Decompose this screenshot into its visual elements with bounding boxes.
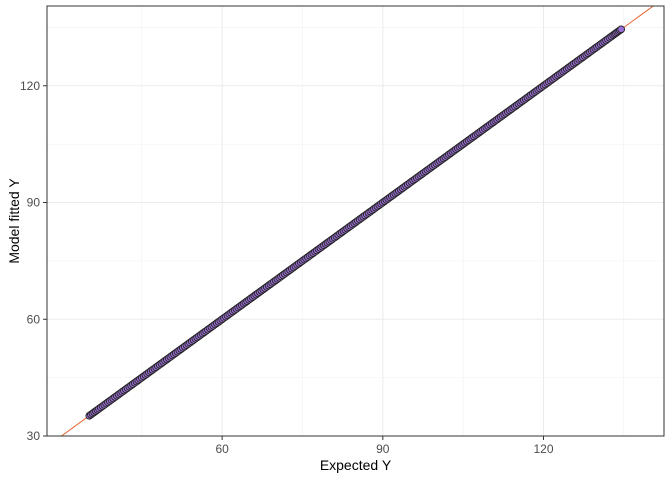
data-point: [617, 25, 626, 34]
y-tick-labels: 30 60 90 120: [20, 79, 40, 443]
y-tick-label: 120: [20, 79, 40, 93]
x-tick-label: 120: [533, 442, 553, 456]
axis-ticks: [43, 85, 544, 440]
y-tick-label: 90: [27, 196, 41, 210]
x-tick-labels: 60 90 120: [215, 442, 553, 456]
y-axis-title: Model fitted Y: [6, 178, 22, 264]
minor-gridlines: [47, 6, 664, 436]
y-tick-label: 30: [27, 429, 41, 443]
points-layer: [85, 25, 626, 420]
x-tick-label: 90: [376, 442, 390, 456]
x-axis-title: Expected Y: [320, 457, 392, 473]
panel-border: [46, 5, 665, 437]
x-tick-label: 60: [215, 442, 229, 456]
y-tick-label: 60: [27, 312, 41, 326]
